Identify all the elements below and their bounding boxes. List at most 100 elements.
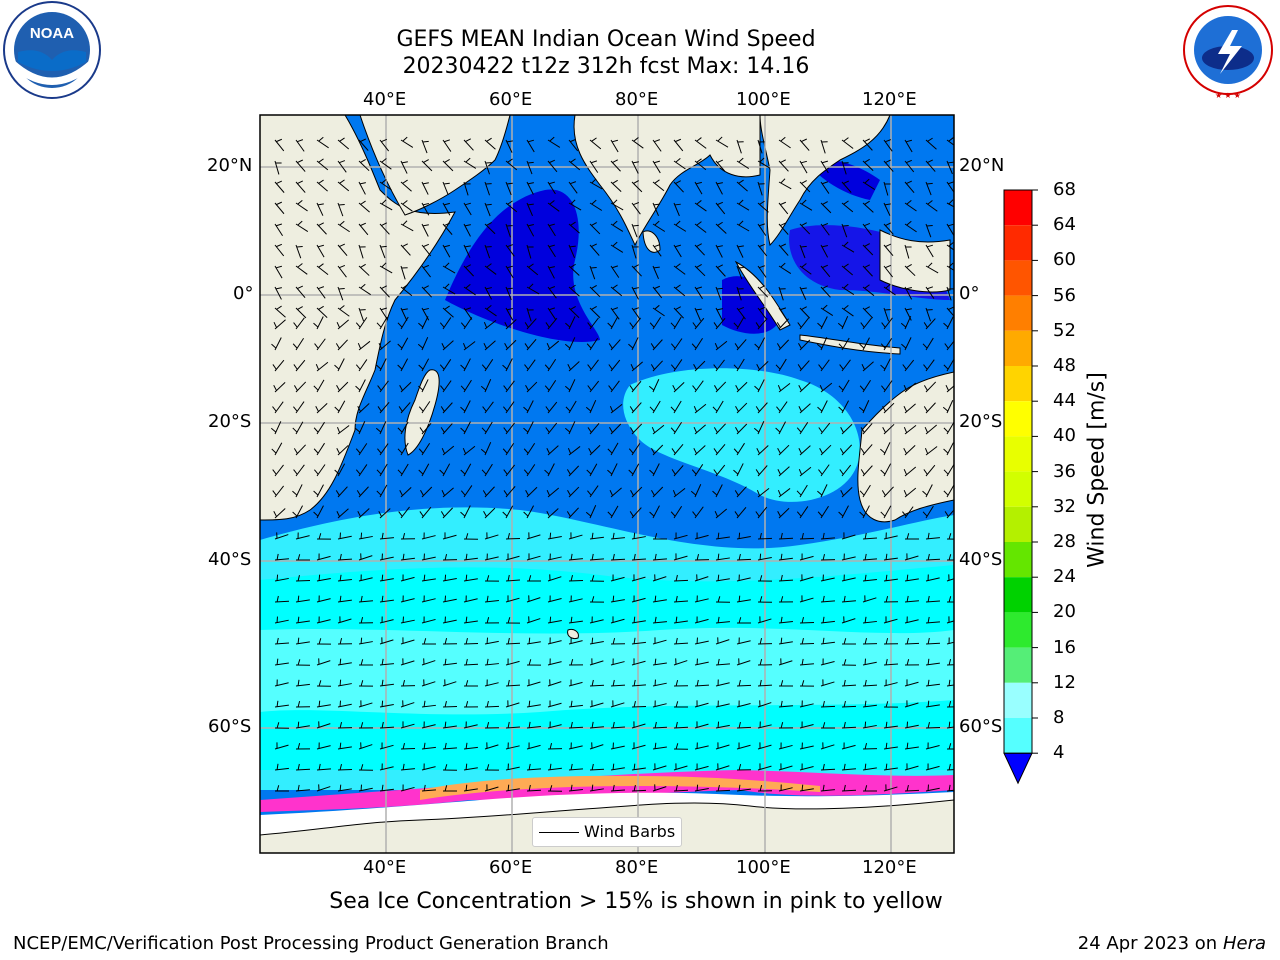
wind-barb-flag <box>672 489 677 496</box>
wind-barb-flag <box>440 406 445 412</box>
wind-barb-flag <box>444 638 448 645</box>
wind-barb-flag <box>733 448 739 454</box>
wind-barb-flag <box>906 180 913 185</box>
wind-barb-flag <box>675 284 681 289</box>
wind-barb-flag <box>591 596 595 603</box>
wind-barb-flag <box>360 659 364 666</box>
wind-barb-flag <box>444 139 451 143</box>
wind-barb-flag <box>922 490 928 496</box>
wind-barb-flag <box>612 553 615 560</box>
wind-barb-flag <box>402 200 408 205</box>
wind-barb-flag <box>927 679 930 686</box>
wind-barb-flag <box>313 427 319 433</box>
wind-barb-flag <box>943 490 949 496</box>
wind-barb-flag <box>482 490 487 496</box>
lat-label-right-0: 0° <box>959 283 980 304</box>
wind-barb-flag <box>675 220 681 226</box>
wind-barb-flag <box>486 700 489 708</box>
wind-barb-flag <box>712 406 718 412</box>
wind-barb-flag <box>444 554 448 561</box>
wind-barb-flag <box>903 468 908 475</box>
wind-barb-flag <box>460 427 466 433</box>
wind-barb-flag <box>507 637 510 645</box>
wind-barb-flag <box>297 637 300 644</box>
wind-barb-flag <box>460 490 466 496</box>
wind-barb-flag <box>339 595 342 602</box>
wind-barb-flag <box>612 220 618 226</box>
colorbar-tick-label: 24 <box>1053 566 1076 588</box>
wind-barb-flag <box>759 553 762 560</box>
wind-barb-flag <box>717 532 720 539</box>
wind-barb-flag <box>819 448 823 454</box>
wind-barb-flag <box>297 554 301 561</box>
wind-barb-flag <box>905 287 912 290</box>
wind-barb-flag <box>691 343 697 349</box>
wind-barb-flag <box>755 322 760 328</box>
wind-barb-flag <box>632 287 639 290</box>
wind-barb-flag <box>948 784 951 791</box>
wind-barb-flag <box>903 405 908 412</box>
wind-barb-flag <box>507 244 514 248</box>
wind-barb-flag <box>675 680 679 687</box>
wind-barb-flag <box>801 680 805 687</box>
wind-barb-flag <box>880 448 886 454</box>
wind-barb-flag <box>549 785 553 792</box>
wind-barb-flag <box>838 343 844 349</box>
wind-barb-flag <box>486 595 489 602</box>
lon-label-bottom-60e: 60°E <box>489 857 533 878</box>
lat-label-right-20s: 20°S <box>959 411 1003 432</box>
wind-barb-flag <box>480 448 487 454</box>
wind-barb-flag <box>648 385 655 391</box>
lon-label-bottom-100e: 100°E <box>736 857 791 878</box>
wind-barb-flag <box>381 658 384 665</box>
wind-barb-flag <box>502 511 508 517</box>
wind-barb-flag <box>377 385 382 391</box>
wind-barb-flag <box>549 286 556 290</box>
wind-barb-flag <box>276 138 283 143</box>
colorbar-segment <box>1004 542 1032 578</box>
wind-barb-flag <box>443 202 450 206</box>
wind-barb-flag <box>843 784 846 791</box>
wind-barb-flag <box>755 406 760 412</box>
wind-barb-flag <box>948 763 951 771</box>
wind-barb-flag <box>318 638 322 645</box>
wind-barb-flag <box>336 385 340 391</box>
wind-barb-flag <box>570 138 577 143</box>
wind-barb-flag <box>486 575 490 582</box>
wind-barb-flag <box>486 658 489 665</box>
wind-barb-flag <box>864 700 867 707</box>
wind-barb-flag <box>381 262 387 268</box>
wind-barb-flag <box>423 742 426 749</box>
wind-barb-flag <box>276 201 283 206</box>
wind-barb-flag <box>840 490 844 496</box>
wind-barb-flag <box>801 222 807 226</box>
wind-barb-flag <box>481 364 487 370</box>
wind-barb-flag <box>776 406 781 412</box>
wind-barb-flag <box>716 182 723 185</box>
colorbar-tick-label: 60 <box>1053 249 1076 271</box>
wind-barb-flag <box>335 490 340 496</box>
wind-barb-flag <box>567 490 571 496</box>
wind-barb-flag <box>906 742 909 749</box>
wind-barb-flag <box>651 448 655 454</box>
colorbar-segment <box>1004 330 1032 366</box>
wind-barb-flag <box>544 364 550 370</box>
wind-barb-flag <box>843 180 850 185</box>
wind-barb-flag <box>587 364 592 370</box>
wind-barb-flag <box>545 322 550 328</box>
wind-barb-flag <box>839 448 844 454</box>
wind-barb-flag <box>905 308 912 311</box>
wind-barb-flag <box>270 427 277 433</box>
wind-barb-flag <box>943 469 949 475</box>
wind-barb-flag <box>927 532 930 539</box>
wind-barb-flag <box>462 447 467 454</box>
wind-barb-flag <box>483 342 488 349</box>
wind-barb-flag <box>377 406 382 412</box>
wind-barb-flag <box>591 575 595 582</box>
wind-barb-flag <box>628 343 634 349</box>
wind-barb-flag <box>381 532 384 539</box>
wind-barb-flag <box>796 511 802 517</box>
wind-barb-flag <box>654 533 658 540</box>
colorbar-tick-label: 20 <box>1053 601 1076 623</box>
